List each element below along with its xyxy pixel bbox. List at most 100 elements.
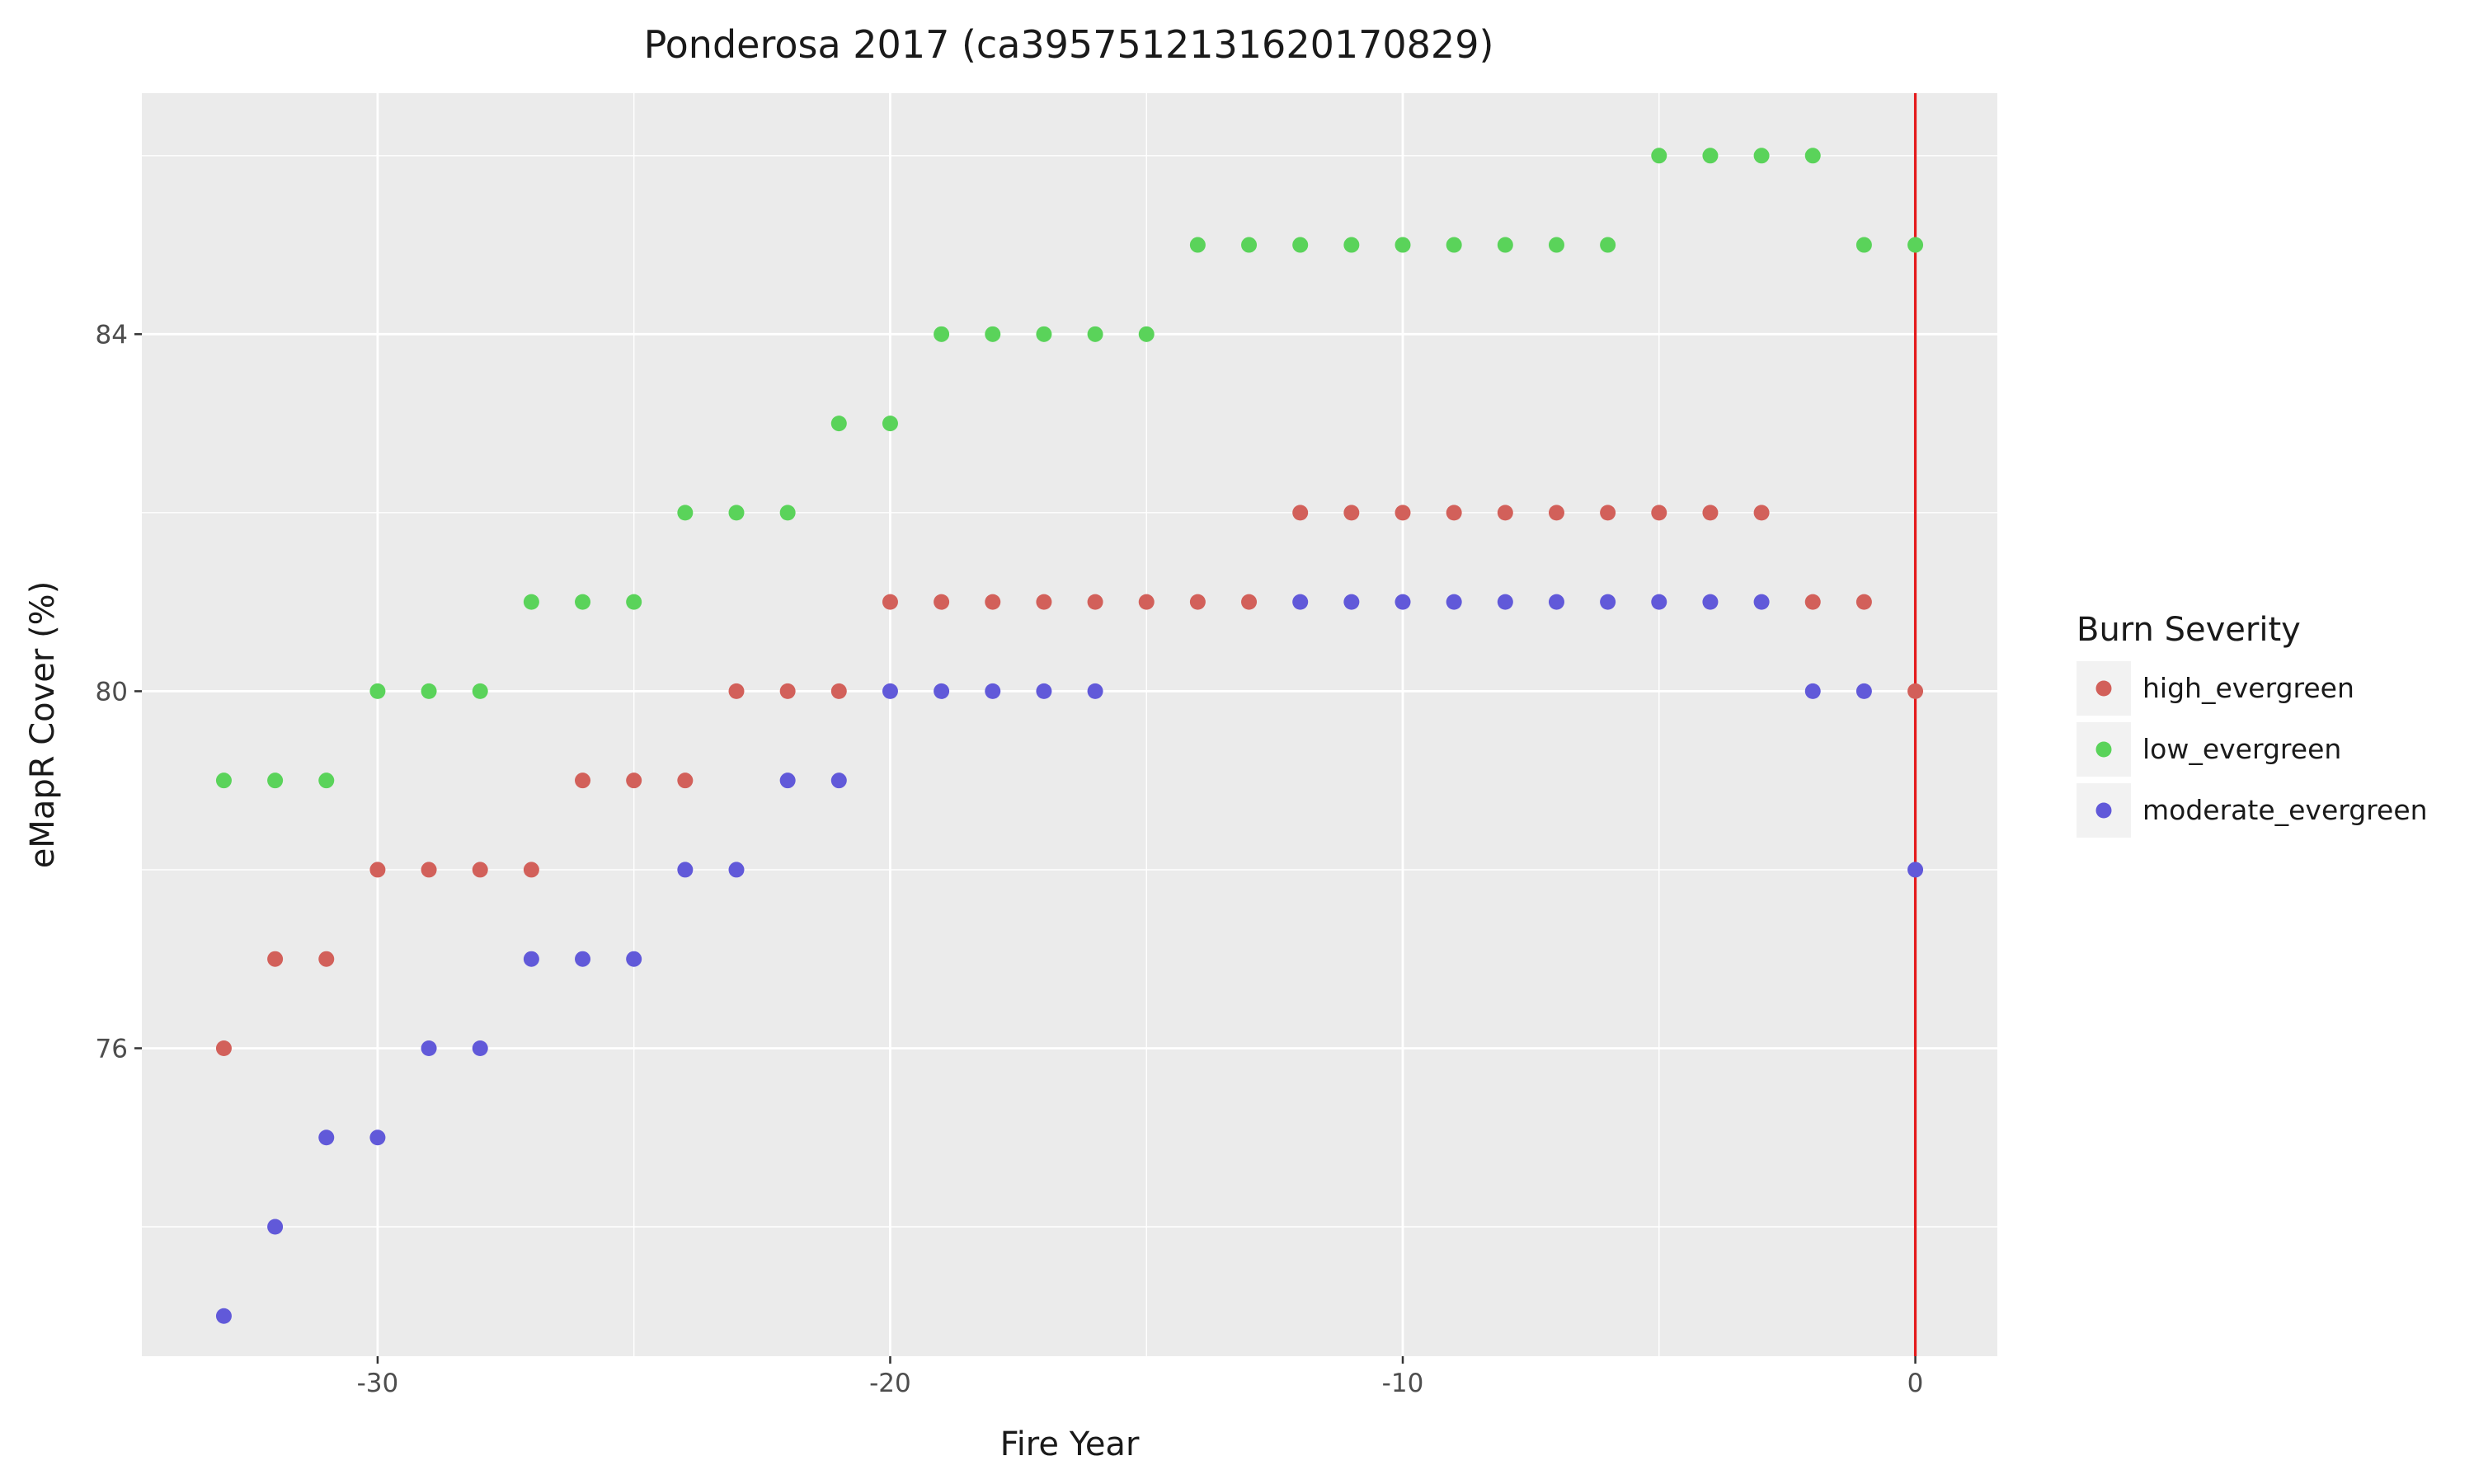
x-tick-label: -10	[1382, 1369, 1424, 1398]
x-tick-label: -20	[869, 1369, 911, 1398]
legend-item-high_evergreen: high_evergreen	[2077, 661, 2354, 716]
data-point	[575, 951, 591, 967]
data-point	[421, 862, 437, 878]
data-point	[934, 683, 950, 699]
chart-title: Ponderosa 2017 (ca3957512131620170829)	[644, 22, 1494, 67]
y-axis-ticks: 76 80 84	[96, 320, 142, 1064]
data-point	[1292, 505, 1309, 521]
data-point	[1497, 237, 1513, 253]
data-point	[728, 862, 745, 878]
data-point	[779, 773, 796, 789]
data-point	[1804, 594, 1821, 610]
data-point	[1804, 148, 1821, 164]
data-point	[1907, 237, 1924, 253]
data-point	[1856, 237, 1872, 253]
data-point	[215, 773, 232, 789]
data-point	[1907, 862, 1924, 878]
data-point	[1702, 148, 1719, 164]
series-moderate_evergreen	[215, 594, 1924, 1324]
data-point	[1548, 505, 1564, 521]
data-point	[369, 862, 386, 878]
data-point	[830, 683, 847, 699]
data-point	[523, 594, 539, 610]
data-point	[1189, 594, 1206, 610]
data-point	[677, 862, 694, 878]
data-points	[215, 148, 1924, 1324]
data-point	[267, 773, 284, 789]
data-point	[575, 773, 591, 789]
series-high_evergreen	[215, 505, 1924, 1056]
data-point	[882, 594, 898, 610]
data-point	[1804, 683, 1821, 699]
data-point	[1548, 237, 1564, 253]
data-point	[1600, 594, 1616, 610]
data-point	[267, 1219, 284, 1235]
data-point	[626, 773, 642, 789]
data-point	[985, 594, 1001, 610]
data-point	[1395, 237, 1411, 253]
data-point	[1138, 326, 1155, 342]
data-point	[1497, 505, 1513, 521]
x-tick-label: 0	[1907, 1369, 1924, 1398]
data-point	[677, 505, 694, 521]
data-point	[1036, 326, 1052, 342]
data-point	[882, 683, 898, 699]
data-point	[1651, 148, 1667, 164]
data-point	[1753, 505, 1770, 521]
data-point	[1702, 505, 1719, 521]
data-point	[1343, 237, 1360, 253]
data-point	[1753, 148, 1770, 164]
data-point	[830, 416, 847, 432]
data-point	[472, 1040, 488, 1056]
data-point	[1446, 237, 1462, 253]
data-point	[985, 683, 1001, 699]
data-point	[523, 951, 539, 967]
legend-label: moderate_evergreen	[2142, 794, 2428, 826]
data-point	[934, 326, 950, 342]
data-point	[318, 773, 335, 789]
data-point	[1241, 594, 1258, 610]
data-point	[523, 862, 539, 878]
data-point	[215, 1040, 232, 1056]
y-tick-label: 80	[96, 677, 128, 707]
legend-label: high_evergreen	[2142, 672, 2354, 704]
data-point	[1753, 594, 1770, 610]
legend-key-dot	[2095, 680, 2112, 697]
data-point	[1600, 237, 1616, 253]
data-point	[985, 326, 1001, 342]
legend-item-moderate_evergreen: moderate_evergreen	[2077, 783, 2428, 838]
series-low_evergreen	[215, 148, 1924, 789]
data-point	[1702, 594, 1719, 610]
legend-key-dot	[2095, 802, 2112, 819]
legend-key-dot	[2095, 741, 2112, 758]
data-point	[1497, 594, 1513, 610]
data-point	[779, 505, 796, 521]
plot-panel	[142, 93, 1997, 1356]
y-axis-label: eMapR Cover (%)	[24, 581, 62, 869]
data-point	[1548, 594, 1564, 610]
data-point	[1087, 594, 1103, 610]
data-point	[472, 683, 488, 699]
data-point	[1087, 683, 1103, 699]
legend-items: high_evergreen low_evergreen moderate_ever…	[2077, 661, 2428, 838]
data-point	[421, 1040, 437, 1056]
data-point	[1036, 594, 1052, 610]
data-point	[1292, 594, 1309, 610]
legend-item-low_evergreen: low_evergreen	[2077, 722, 2341, 777]
data-point	[728, 683, 745, 699]
data-point	[1087, 326, 1103, 342]
data-point	[1189, 237, 1206, 253]
data-point	[1856, 594, 1872, 610]
data-point	[779, 683, 796, 699]
x-axis-label: Fire Year	[1000, 1425, 1140, 1463]
data-point	[1292, 237, 1309, 253]
data-point	[1036, 683, 1052, 699]
legend-title: Burn Severity	[2077, 611, 2301, 649]
data-point	[1856, 683, 1872, 699]
data-point	[677, 773, 694, 789]
data-point	[1343, 594, 1360, 610]
data-point	[318, 1129, 335, 1146]
data-point	[1138, 594, 1155, 610]
x-tick-label: -30	[357, 1369, 399, 1398]
